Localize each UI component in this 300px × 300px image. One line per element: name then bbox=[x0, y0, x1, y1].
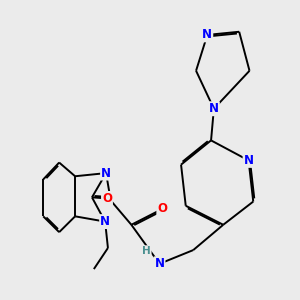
Text: O: O bbox=[102, 192, 112, 205]
Text: N: N bbox=[209, 102, 219, 115]
Text: N: N bbox=[154, 257, 164, 270]
Text: N: N bbox=[244, 154, 254, 167]
Text: O: O bbox=[157, 202, 167, 215]
Text: N: N bbox=[101, 167, 111, 180]
Text: N: N bbox=[100, 215, 110, 228]
Text: N: N bbox=[202, 28, 212, 41]
Text: H: H bbox=[142, 246, 151, 256]
